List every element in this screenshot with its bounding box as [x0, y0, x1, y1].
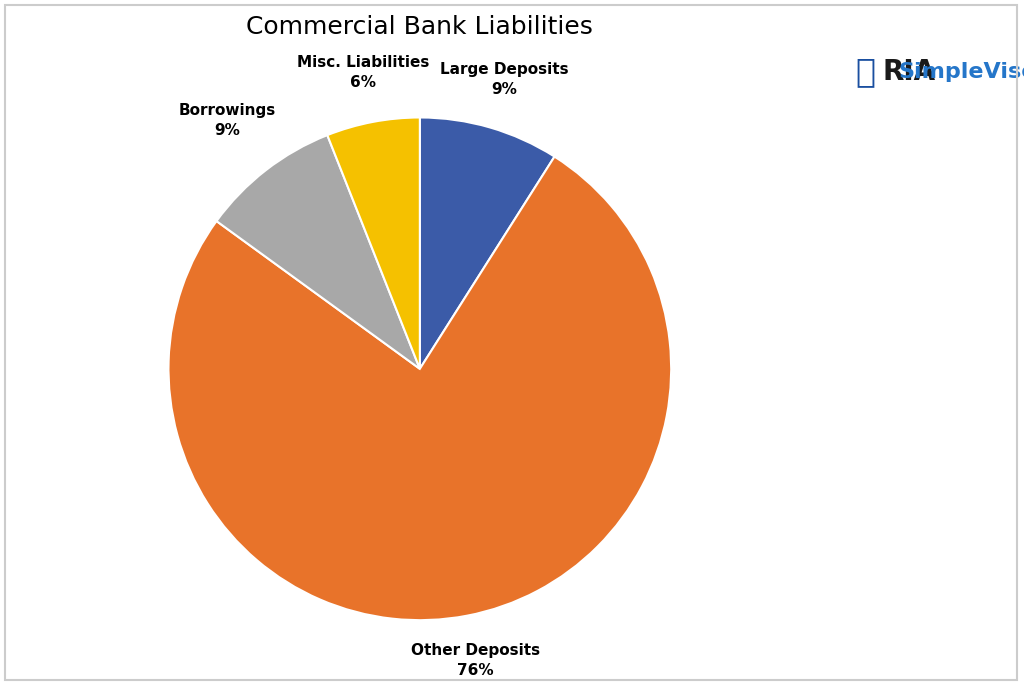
Text: Borrowings
9%: Borrowings 9% [178, 103, 275, 138]
Text: Misc. Liabilities
6%: Misc. Liabilities 6% [297, 55, 429, 90]
Text: Large Deposits
9%: Large Deposits 9% [439, 61, 568, 96]
Text: Other Deposits
76%: Other Deposits 76% [411, 643, 540, 678]
Text: 🦅: 🦅 [855, 55, 876, 88]
Text: RIA: RIA [883, 58, 936, 85]
Wedge shape [328, 117, 420, 369]
Wedge shape [216, 135, 420, 369]
Wedge shape [420, 117, 555, 369]
Wedge shape [169, 156, 671, 620]
Title: Commercial Bank Liabilities: Commercial Bank Liabilities [247, 15, 593, 39]
Text: SimpleVisor: SimpleVisor [898, 61, 1024, 82]
